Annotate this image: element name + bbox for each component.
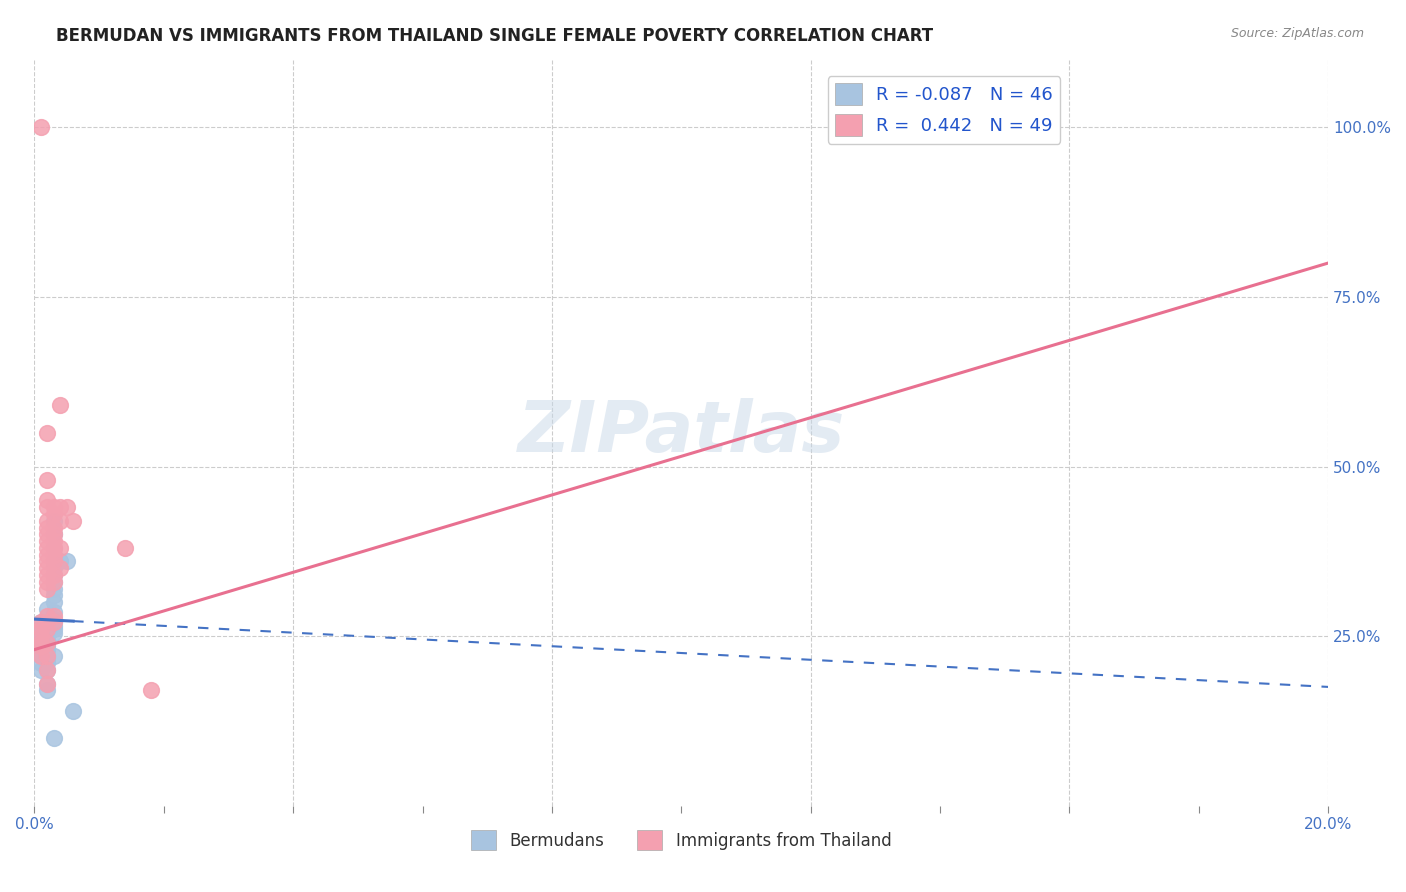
Point [42, 568, 65, 582]
Point [37, 642, 59, 657]
Point [42, 615, 65, 630]
Point [49, 500, 72, 515]
Point [42, 561, 65, 575]
Point [37, 625, 59, 640]
Point [49, 399, 72, 413]
Point [37, 676, 59, 690]
Point [62, 514, 84, 528]
Point [37, 527, 59, 541]
Point [55, 500, 77, 515]
Point [42, 649, 65, 664]
Point [42, 527, 65, 541]
Point [42, 541, 65, 555]
Point [37, 608, 59, 623]
Point [37, 649, 59, 664]
Point [37, 636, 59, 650]
Point [42, 548, 65, 562]
Point [37, 582, 59, 596]
Point [37, 554, 59, 568]
Point [37, 622, 59, 636]
Point [37, 622, 59, 636]
Text: BERMUDAN VS IMMIGRANTS FROM THAILAND SINGLE FEMALE POVERTY CORRELATION CHART: BERMUDAN VS IMMIGRANTS FROM THAILAND SIN… [56, 27, 934, 45]
Point [30, 629, 52, 643]
Point [37, 500, 59, 515]
Point [42, 554, 65, 568]
Point [30, 622, 52, 636]
Point [42, 582, 65, 596]
Point [49, 541, 72, 555]
Point [37, 629, 59, 643]
Point [42, 534, 65, 549]
Point [30, 663, 52, 677]
Point [37, 676, 59, 690]
Point [37, 548, 59, 562]
Point [42, 507, 65, 521]
Legend: R = -0.087   N = 46, R =  0.442   N = 49: R = -0.087 N = 46, R = 0.442 N = 49 [828, 76, 1060, 144]
Point [55, 554, 77, 568]
Point [42, 608, 65, 623]
Point [49, 554, 72, 568]
Point [30, 615, 52, 630]
Point [37, 473, 59, 487]
Point [37, 632, 59, 647]
Point [37, 663, 59, 677]
Point [37, 520, 59, 534]
Point [42, 568, 65, 582]
Point [42, 622, 65, 636]
Point [37, 425, 59, 440]
Point [42, 554, 65, 568]
Point [37, 649, 59, 664]
Point [37, 541, 59, 555]
Point [49, 514, 72, 528]
Point [37, 683, 59, 698]
Point [37, 639, 59, 653]
Point [139, 683, 162, 698]
Point [37, 514, 59, 528]
Point [42, 605, 65, 619]
Point [42, 615, 65, 630]
Point [37, 615, 59, 630]
Point [30, 639, 52, 653]
Point [42, 625, 65, 640]
Point [37, 493, 59, 508]
Point [42, 619, 65, 633]
Point [37, 656, 59, 670]
Point [49, 561, 72, 575]
Point [30, 656, 52, 670]
Point [30, 622, 52, 636]
Point [37, 663, 59, 677]
Point [30, 636, 52, 650]
Text: Source: ZipAtlas.com: Source: ZipAtlas.com [1230, 27, 1364, 40]
Point [42, 514, 65, 528]
Point [30, 639, 52, 653]
Point [62, 704, 84, 718]
Point [37, 619, 59, 633]
Point [42, 500, 65, 515]
Point [30, 615, 52, 630]
Point [30, 120, 52, 135]
Point [42, 574, 65, 589]
Point [30, 636, 52, 650]
Point [114, 541, 136, 555]
Point [37, 602, 59, 616]
Point [30, 649, 52, 664]
Point [30, 629, 52, 643]
Point [42, 527, 65, 541]
Text: ZIPatlas: ZIPatlas [517, 398, 845, 467]
Point [42, 541, 65, 555]
Point [42, 520, 65, 534]
Point [42, 612, 65, 626]
Point [30, 649, 52, 664]
Point [42, 595, 65, 609]
Point [37, 653, 59, 667]
Point [42, 574, 65, 589]
Point [42, 588, 65, 602]
Point [42, 731, 65, 745]
Point [37, 568, 59, 582]
Point [37, 534, 59, 549]
Point [37, 574, 59, 589]
Point [30, 642, 52, 657]
Point [37, 636, 59, 650]
Point [37, 561, 59, 575]
